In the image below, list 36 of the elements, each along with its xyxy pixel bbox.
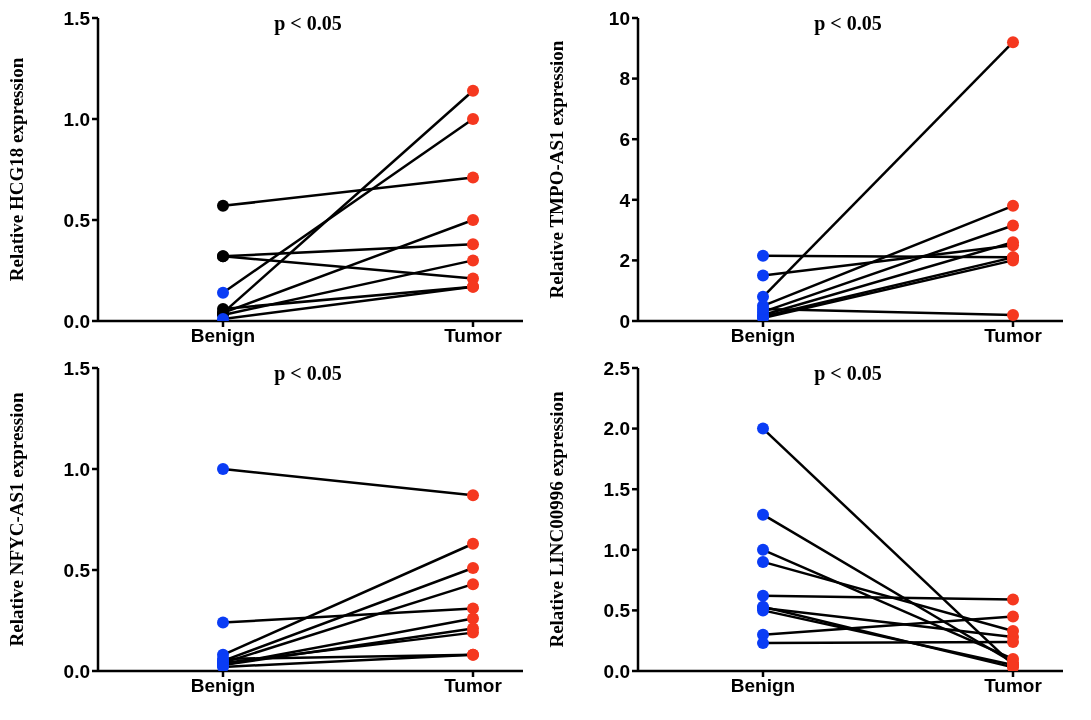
y-axis-title: Relative NFYC-AS1 expression xyxy=(5,392,27,647)
y-tick-label: 1.0 xyxy=(63,458,90,480)
y-tick-label: 0.0 xyxy=(63,660,90,682)
y-axis-title: Relative HCG18 expression xyxy=(5,57,27,282)
chart-title: p < 0.05 xyxy=(813,12,883,35)
x-tick-label: Tumor xyxy=(444,325,503,347)
y-tick-label: 6 xyxy=(619,128,630,150)
y-tick-label: 1.5 xyxy=(603,478,631,500)
chart-title: p < 0.05 xyxy=(273,362,343,385)
x-tick-label: Benign xyxy=(730,325,796,347)
y-axis-title: Relative TMPO-AS1 expression xyxy=(545,40,567,299)
y-tick-label: 1.0 xyxy=(63,108,90,130)
y-tick-label: 0.5 xyxy=(603,600,631,622)
chart-title: p < 0.05 xyxy=(273,12,343,35)
y-tick-label: 0.5 xyxy=(63,559,91,581)
chart-title: p < 0.05 xyxy=(813,362,883,385)
y-tick-label: 0 xyxy=(619,310,630,332)
y-tick-label: 0.0 xyxy=(63,310,90,332)
y-tick-label: 2.5 xyxy=(603,357,631,379)
y-tick-label: 2 xyxy=(619,250,630,272)
x-tick-label: Benign xyxy=(190,325,256,347)
y-tick-label: 8 xyxy=(619,68,630,90)
x-tick-label: Tumor xyxy=(984,675,1043,697)
x-tick-label: Tumor xyxy=(444,675,503,697)
y-tick-label: 1.5 xyxy=(63,7,91,29)
y-tick-label: 1.5 xyxy=(63,357,91,379)
y-tick-label: 0.5 xyxy=(63,209,91,231)
y-tick-label: 2.0 xyxy=(603,418,630,440)
y-tick-label: 1.0 xyxy=(603,539,630,561)
x-tick-label: Tumor xyxy=(984,325,1043,347)
y-tick-label: 10 xyxy=(608,7,630,29)
x-tick-label: Benign xyxy=(730,675,796,697)
y-axis-title: Relative LINC00996 expression xyxy=(545,391,567,648)
x-tick-label: Benign xyxy=(190,675,256,697)
y-tick-label: 0.0 xyxy=(603,660,630,682)
y-tick-label: 4 xyxy=(619,189,631,211)
